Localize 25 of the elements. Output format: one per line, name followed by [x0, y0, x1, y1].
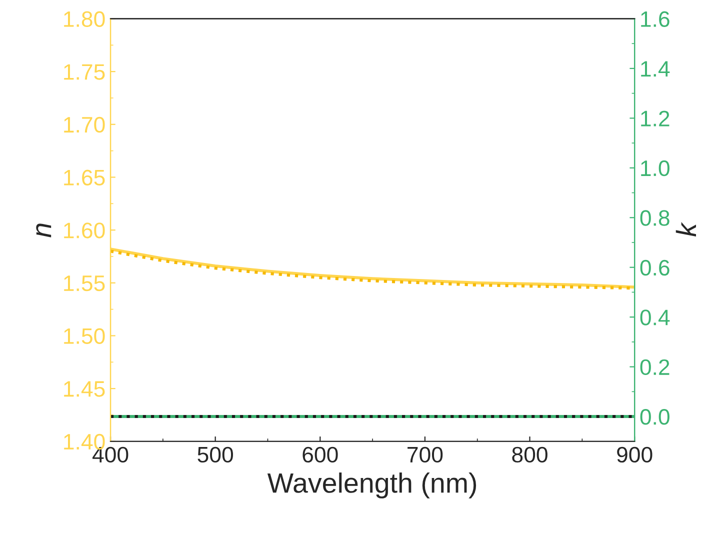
- y-tick-label: 1.45: [64, 381, 105, 397]
- x-tick-label: 700: [408, 446, 443, 463]
- y2-tick-label: 1.6: [641, 11, 670, 27]
- y2-tick-label: 1.0: [641, 160, 670, 176]
- x-tick-label: 900: [617, 446, 652, 463]
- y2-tick-label: 0.8: [640, 210, 670, 226]
- y-tick-label: 1.75: [64, 64, 105, 80]
- y-tick-label: 1.60: [64, 222, 105, 238]
- y2-tick-label: 0.0: [640, 409, 670, 425]
- x-tick-label: 600: [302, 446, 338, 463]
- y-tick-label: 1.70: [64, 116, 105, 133]
- x-axis-title: Wavelength (nm): [267, 472, 476, 498]
- x-tick-label: 500: [198, 446, 233, 463]
- y-tick-label: 1.55: [64, 276, 105, 292]
- y2-tick-label: 1.4: [641, 61, 670, 76]
- y2-tick-label: 0.4: [640, 310, 670, 326]
- y-axis-title: n: [36, 224, 52, 238]
- y2-axis-title: k: [676, 222, 696, 237]
- y2-tick-label: 0.2: [640, 359, 670, 376]
- x-tick-label: 800: [512, 446, 548, 463]
- y2-tick-label: 0.6: [640, 260, 670, 276]
- y-tick-label: 1.80: [64, 11, 105, 27]
- y2-tick-label: 1.2: [641, 110, 670, 126]
- y-tick-label: 1.50: [64, 328, 105, 344]
- y-tick-label: 1.65: [64, 170, 105, 186]
